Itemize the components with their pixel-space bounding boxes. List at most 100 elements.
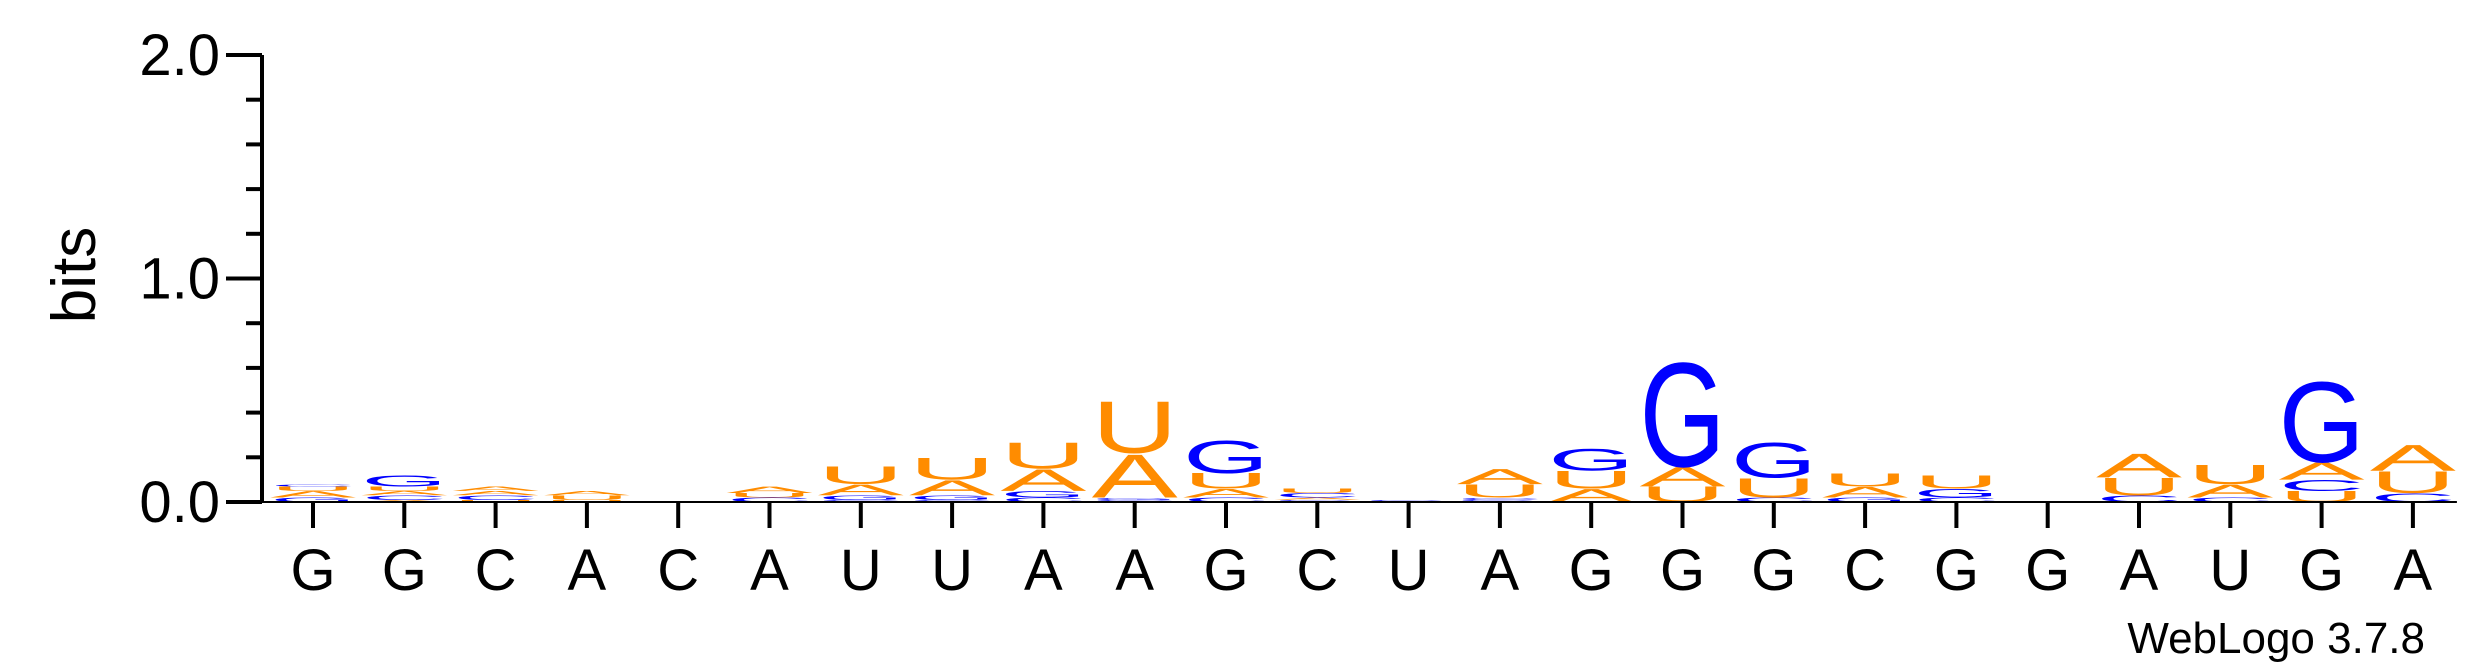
x-tick-label: G [1203, 538, 1248, 603]
x-tick-label: G [1934, 538, 1979, 603]
logo-letter-A: A [1640, 461, 1726, 492]
x-tick-label: A [2120, 538, 2159, 603]
logo-letter-C: C [2279, 477, 2365, 494]
logo-letter-G: G [270, 496, 356, 503]
x-tick-label: A [1024, 538, 1063, 603]
logo-letter-U: U [1092, 385, 1178, 469]
logo-letter-G: G [361, 472, 447, 489]
x-tick-label: A [750, 538, 789, 603]
logo-letter-C: C [2096, 494, 2182, 504]
x-tick-label: A [1481, 538, 1520, 603]
logo-letter-A: A [818, 481, 904, 498]
x-tick-label: C [1296, 538, 1338, 603]
logo-letter-U: U [1548, 466, 1634, 494]
logo-letter-U: U [1457, 481, 1543, 502]
weblogo-version-label: WebLogo 3.7.8 [2127, 614, 2425, 663]
logo-letter-G: G [1092, 497, 1178, 500]
x-tick-label: U [840, 538, 882, 603]
logo-letter-U: U [909, 452, 995, 487]
y-tick-label: 1.0 [139, 247, 220, 312]
logo-letter-A: A [1822, 484, 1908, 501]
x-tick-label: A [2394, 538, 2433, 603]
logo-letter-C: C [361, 494, 447, 501]
logo-letter-C: C [1457, 497, 1543, 500]
logo-letter-U: U [361, 485, 447, 492]
x-tick-label: G [1751, 538, 1796, 603]
logo-letter-U: U [270, 485, 356, 492]
y-axis: 0.0 1.0 2.0 [139, 23, 264, 535]
logo-letter-A: A [1548, 485, 1634, 506]
logo-letter-G: G [1731, 433, 1817, 488]
x-tick-label: G [1660, 538, 1705, 603]
logo-letter-G: G [1548, 443, 1634, 478]
y-tick-label: 0.0 [139, 470, 220, 535]
logo-letter-C: C [270, 484, 356, 487]
logo-letter-C: C [818, 499, 904, 502]
logo-letter-G: G [1274, 499, 1360, 502]
logo-letter-A: A [453, 490, 540, 497]
logo-letter-U: U [818, 462, 904, 490]
logo-letter-U: U [1913, 472, 1999, 493]
logo-letter-U: U [1000, 435, 1086, 476]
x-tick-label: C [475, 538, 517, 603]
logo-letter-A: A [909, 476, 996, 500]
y-tick-label: 2.0 [139, 23, 220, 88]
logo-letter-U: U [2096, 473, 2182, 501]
x-tick-label: G [1569, 538, 1614, 603]
logo-letter-C: C [909, 499, 995, 502]
logo-letter-A: A [2370, 437, 2457, 478]
logo-letter-G: G [1913, 486, 1999, 500]
logo-letter-G: G [1183, 431, 1269, 484]
x-tick-label: U [2209, 538, 2251, 603]
logo-letter-C: C [1731, 496, 1817, 503]
logo-letter-A: A [1000, 463, 1087, 498]
logo-letter-A: A [361, 490, 448, 497]
logo-letter-A: A [1183, 486, 1270, 500]
logo-letter-U: U [727, 492, 813, 499]
logo-letter-A: A [453, 485, 540, 492]
logo-letter-A: A [1274, 497, 1361, 500]
logo-letter-A: A [361, 499, 448, 502]
logo-letter-A: A [270, 489, 357, 499]
logo-letter-A: A [544, 490, 631, 497]
x-tick-label: U [931, 538, 973, 603]
x-tick-label: G [382, 538, 427, 603]
logo-letter-G: G [1366, 499, 1452, 502]
logo-letter-U: U [544, 499, 630, 502]
logo-letter-U: U [2187, 459, 2273, 490]
x-tick-label: C [657, 538, 699, 603]
logo-letter-A: A [727, 485, 814, 495]
logo-letter-U: U [1274, 488, 1360, 495]
x-tick-label: G [290, 538, 335, 603]
letter-stacks: GAUCACAUGUCAAUUACUACGAUCGAUCGAUCGAUCAUGG… [270, 331, 2457, 511]
logo-letter-C: C [1913, 496, 1999, 503]
y-axis-label: bits [40, 227, 109, 323]
logo-letter-A: A [2279, 457, 2366, 485]
logo-letter-C: C [453, 494, 539, 501]
logo-letter-U: U [1822, 470, 1908, 491]
logo-letter-A: A [2187, 481, 2273, 502]
logo-letter-U: U [544, 494, 630, 501]
logo-letter-G: G [818, 494, 904, 501]
logo-letter-G: G [2279, 358, 2365, 486]
x-tick-label: G [2299, 538, 2344, 603]
logo-letter-C: C [1092, 499, 1178, 502]
x-tick-label: A [568, 538, 607, 603]
x-tick-label: U [1388, 538, 1430, 603]
logo-letter-C: C [1274, 492, 1360, 499]
logo-letter-U: U [2370, 465, 2456, 500]
logo-letter-G: G [909, 494, 995, 501]
logo-letter-A: A [2096, 446, 2182, 484]
logo-letter-A: A [1092, 442, 1179, 511]
logo-letter-U: U [1731, 472, 1817, 503]
x-tick-label: A [1115, 538, 1154, 603]
logo-letter-C: C [1000, 496, 1086, 503]
logo-letter-G: G [1457, 499, 1543, 502]
logo-letter-U: U [1183, 469, 1269, 493]
logo-letter-U: U [453, 499, 539, 502]
logo-letter-C: C [2187, 496, 2273, 503]
logo-letter-A: A [1457, 465, 1544, 489]
logo-letter-C: C [1183, 496, 1269, 503]
logo-letter-G: G [1000, 489, 1086, 499]
